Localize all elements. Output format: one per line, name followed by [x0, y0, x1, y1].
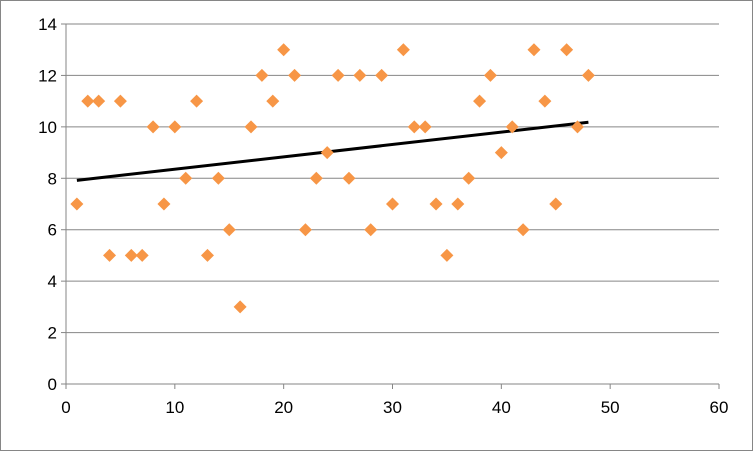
- data-point: [494, 146, 508, 160]
- x-tick-label: 0: [61, 398, 70, 417]
- data-point: [113, 94, 127, 108]
- data-point: [200, 248, 214, 262]
- y-tick-label: 4: [48, 272, 57, 291]
- data-point: [364, 223, 378, 237]
- x-tick-label: 20: [274, 398, 293, 417]
- data-point: [233, 300, 247, 314]
- data-point: [527, 43, 541, 57]
- trendline: [76, 120, 589, 182]
- data-point: [396, 43, 410, 57]
- data-point: [440, 248, 454, 262]
- data-point: [571, 120, 585, 134]
- data-point: [353, 68, 367, 82]
- data-point: [320, 146, 334, 160]
- y-tick-label: 8: [48, 169, 57, 188]
- y-tick-label: 0: [48, 375, 57, 394]
- data-point: [473, 94, 487, 108]
- data-point: [516, 223, 530, 237]
- data-point: [70, 197, 84, 211]
- y-tick-label: 2: [48, 324, 57, 343]
- data-point: [211, 171, 225, 185]
- data-point: [92, 94, 106, 108]
- y-tick-label: 6: [48, 221, 57, 240]
- data-point: [244, 120, 258, 134]
- data-point: [505, 120, 519, 134]
- data-point: [135, 248, 149, 262]
- y-tick-label: 10: [38, 118, 57, 137]
- y-tick-label: 12: [38, 66, 57, 85]
- data-point: [331, 68, 345, 82]
- tick-labels: 0 2 4 6 8 10 12 14 0 10 20 30 40 50 60: [38, 15, 728, 417]
- axes: [61, 23, 720, 389]
- data-point: [386, 197, 399, 211]
- data-point: [418, 120, 432, 134]
- data-point: [103, 248, 117, 262]
- data-point: [342, 171, 356, 185]
- data-point: [429, 197, 443, 211]
- data-point: [190, 94, 204, 108]
- x-tick-label: 50: [601, 398, 620, 417]
- x-tick-label: 30: [383, 398, 402, 417]
- data-point: [462, 171, 476, 185]
- data-points: [70, 43, 595, 314]
- data-point: [255, 68, 269, 82]
- data-point: [298, 223, 312, 237]
- data-point: [81, 94, 95, 108]
- x-tick-label: 60: [710, 398, 729, 417]
- data-point: [375, 68, 389, 82]
- x-tick-label: 40: [492, 398, 511, 417]
- data-point: [451, 197, 465, 211]
- x-tick-label: 10: [165, 398, 184, 417]
- data-point: [309, 171, 323, 185]
- data-point: [538, 94, 552, 108]
- data-point: [560, 43, 574, 57]
- data-point: [146, 120, 160, 134]
- gridlines: [66, 23, 719, 334]
- data-point: [581, 68, 595, 82]
- data-point: [483, 68, 497, 82]
- data-point: [288, 68, 302, 82]
- data-point: [277, 43, 291, 57]
- data-point: [222, 223, 236, 237]
- data-point: [266, 94, 280, 108]
- data-point: [124, 248, 138, 262]
- y-tick-label: 14: [38, 15, 57, 34]
- data-point: [549, 197, 563, 211]
- data-point: [168, 120, 182, 134]
- data-point: [157, 197, 171, 211]
- trendline-layer: [76, 120, 589, 182]
- data-point: [407, 120, 421, 134]
- data-point: [179, 171, 193, 185]
